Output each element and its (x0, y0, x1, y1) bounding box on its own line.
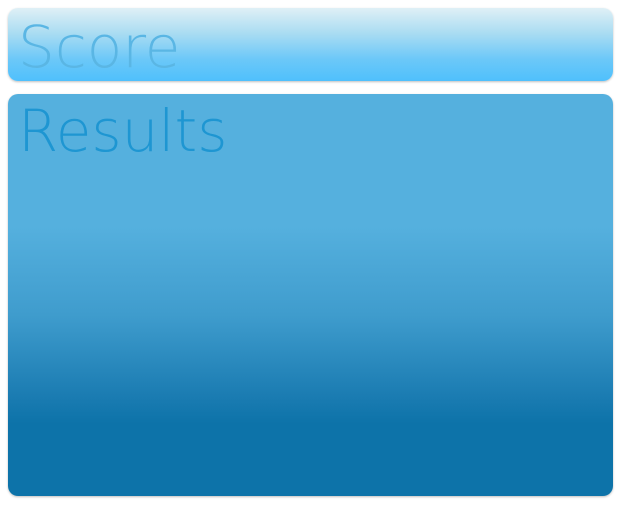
score-panel: Score (8, 8, 613, 81)
results-panel: Results (8, 94, 613, 496)
score-title: Score (18, 13, 181, 81)
results-title: Results (18, 97, 228, 165)
